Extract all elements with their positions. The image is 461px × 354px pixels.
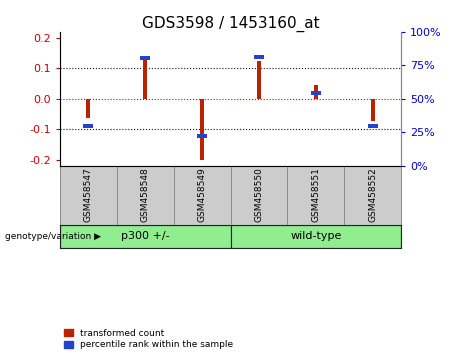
Bar	[344, 166, 401, 225]
Bar	[371, 99, 375, 121]
Text: GSM458547: GSM458547	[84, 167, 93, 222]
Text: genotype/variation ▶: genotype/variation ▶	[5, 232, 100, 241]
Bar	[60, 225, 230, 248]
Bar	[143, 59, 147, 99]
Legend: transformed count, percentile rank within the sample: transformed count, percentile rank withi…	[65, 329, 233, 349]
Text: GSM458552: GSM458552	[368, 167, 377, 222]
Bar	[86, 99, 90, 118]
Bar	[314, 85, 318, 99]
Title: GDS3598 / 1453160_at: GDS3598 / 1453160_at	[142, 16, 319, 32]
Bar	[257, 62, 261, 99]
Bar	[230, 166, 287, 225]
Text: GSM458550: GSM458550	[254, 167, 263, 222]
Bar	[197, 133, 207, 137]
Text: wild-type: wild-type	[290, 231, 342, 241]
Text: GSM458549: GSM458549	[198, 167, 207, 222]
Text: p300 +/-: p300 +/-	[121, 231, 170, 241]
Bar	[174, 166, 230, 225]
Bar	[311, 91, 321, 96]
Bar	[200, 99, 204, 160]
Bar	[117, 166, 174, 225]
Bar	[83, 124, 94, 128]
Bar	[287, 166, 344, 225]
Bar	[367, 124, 378, 128]
Bar	[60, 166, 117, 225]
Text: GSM458548: GSM458548	[141, 167, 150, 222]
Bar	[140, 56, 150, 60]
Bar	[230, 225, 401, 248]
Bar	[254, 55, 264, 59]
Text: GSM458551: GSM458551	[311, 167, 320, 222]
